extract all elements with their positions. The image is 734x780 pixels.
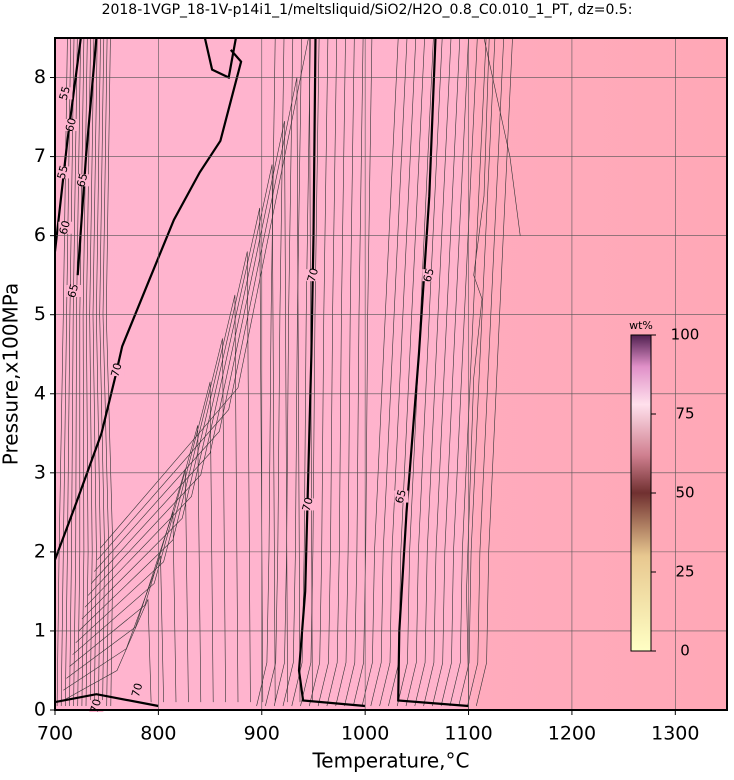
colorbar-label: wt% (629, 319, 653, 332)
contour-line (89, 38, 95, 707)
contour-line (90, 164, 276, 703)
contour-line (102, 38, 110, 707)
plot-frame (54, 37, 728, 711)
chart-title: 2018-1VGP_18-1V-p14i1_1/meltsliquid/SiO2… (102, 2, 633, 18)
x-tick-label: 800 (140, 723, 176, 745)
y-tick-label: 1 (34, 619, 46, 641)
contour-label-bg (306, 269, 321, 282)
contour-label-bg (75, 174, 90, 187)
contour-label: 55 (55, 164, 71, 181)
colorbar-tick-label: 0 (680, 642, 690, 660)
contour-label: 65 (74, 172, 90, 189)
y-tick-label: 2 (34, 540, 46, 562)
contour-line (105, 38, 114, 707)
contour-label: 65 (65, 282, 81, 299)
contour-label: 65 (393, 488, 409, 505)
contour-line (60, 599, 152, 703)
y-tick-label: 8 (34, 66, 46, 88)
contour-label-bg (422, 269, 437, 282)
contour-label-bg (110, 364, 125, 377)
contour-line-major (397, 38, 469, 708)
colorbar (630, 334, 652, 652)
contour-line (92, 38, 98, 707)
contour-label: 65 (421, 267, 437, 284)
grid (50, 38, 727, 715)
x-tick-label: 900 (244, 723, 280, 745)
contour-line (97, 77, 301, 703)
colorbar-tick-label: 100 (671, 326, 700, 344)
contour-line (69, 38, 78, 707)
colorbar-tick-label: 75 (675, 405, 694, 423)
contour-label: 70 (300, 496, 316, 513)
contour-label-bg (58, 87, 73, 100)
x-tick-label: 1200 (548, 723, 596, 745)
contour-label-bg (58, 221, 73, 234)
contour-line (78, 338, 226, 703)
contour-line-major (203, 38, 237, 80)
contour-label: 70 (108, 361, 124, 378)
contour-line (66, 512, 177, 703)
contour-label: 60 (63, 116, 79, 133)
x-tick-label: 700 (37, 723, 73, 745)
contour-line (96, 38, 101, 707)
contour-layer (55, 38, 521, 710)
contour-line-major (55, 49, 243, 561)
contour-label: 60 (57, 219, 73, 236)
contour-line (87, 207, 264, 703)
contour-line-major (55, 38, 82, 252)
contour-label-bg (130, 684, 145, 697)
contour-label: 55 (57, 85, 73, 102)
contour-line-major (55, 693, 159, 708)
contour-line (75, 381, 214, 703)
contour-label-bg (56, 166, 71, 179)
contour-line (69, 468, 189, 703)
y-axis-label: Pressure,x100MPa (0, 283, 23, 465)
colorbar-tick-label: 50 (675, 484, 694, 502)
y-tick-label: 7 (34, 145, 46, 167)
contour-line-major (297, 38, 366, 708)
contour-line (72, 425, 202, 703)
y-tick-label: 0 (34, 699, 46, 721)
contour-label-bg (64, 118, 79, 131)
contour-label: 70 (305, 267, 321, 284)
x-axis-label: Temperature,°C (311, 749, 469, 773)
x-tick-label: 1100 (444, 723, 492, 745)
contour-label-bg (66, 284, 81, 297)
contour-label-bg (394, 490, 409, 503)
contour-line (81, 294, 239, 703)
contour-label: 70 (129, 682, 145, 699)
contour-line (94, 120, 288, 703)
y-tick-label: 4 (34, 382, 46, 404)
contour-line (466, 38, 490, 710)
x-tick-label: 1300 (651, 723, 699, 745)
colorbar-tick-label: 25 (675, 563, 694, 581)
y-tick-label: 3 (34, 461, 46, 483)
contour-label-bg (301, 498, 316, 511)
y-tick-label: 6 (34, 224, 46, 246)
y-tick-label: 5 (34, 303, 46, 325)
contour-line (65, 38, 75, 707)
x-tick-label: 1000 (341, 723, 389, 745)
